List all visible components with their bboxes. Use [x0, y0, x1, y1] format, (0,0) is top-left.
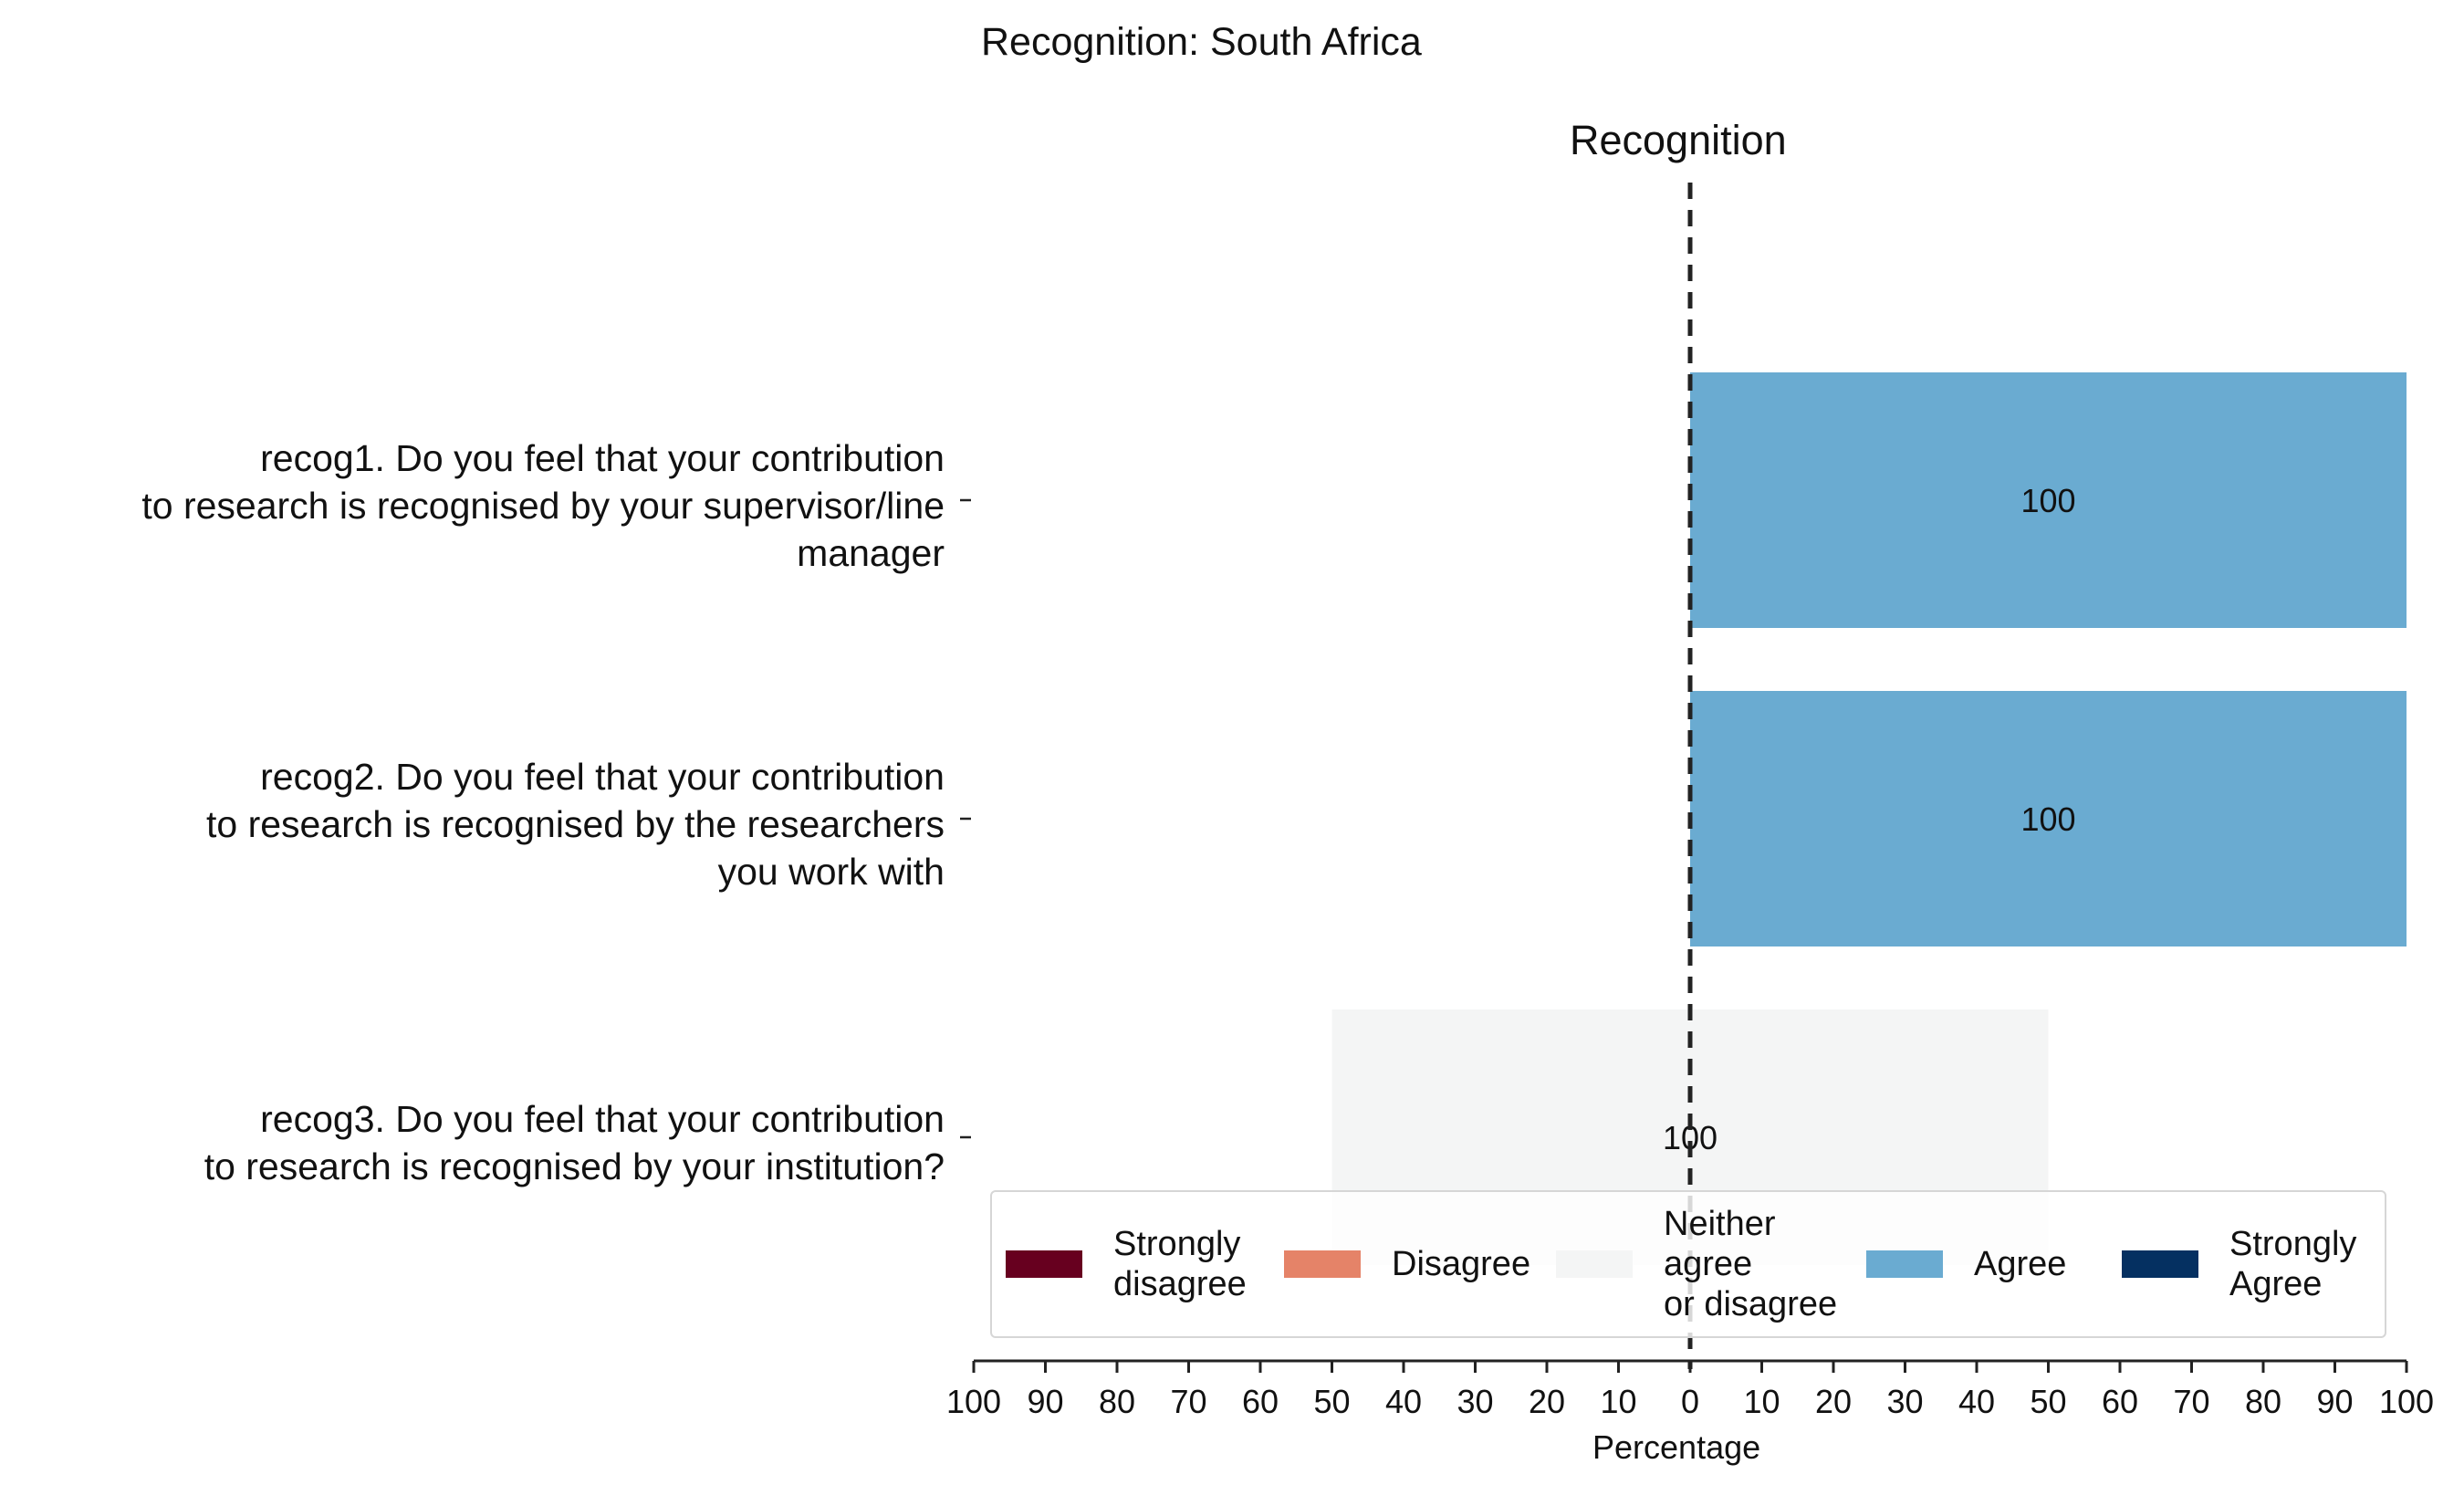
x-tick-label: 70 — [1170, 1383, 1206, 1420]
x-axis-label: Percentage — [1592, 1428, 1761, 1466]
legend-item: Neither agree or disagree — [1556, 1192, 1837, 1336]
x-tick-label: 80 — [1099, 1383, 1135, 1420]
x-tick-label: 30 — [1456, 1383, 1493, 1420]
legend-swatch — [1866, 1250, 1943, 1278]
x-tick-label: 60 — [1242, 1383, 1279, 1420]
legend-swatch — [1006, 1250, 1082, 1278]
x-tick-label: 10 — [1600, 1383, 1636, 1420]
legend-swatch — [1284, 1250, 1361, 1278]
x-tick-label: 20 — [1529, 1383, 1565, 1420]
x-tick-label: 100 — [946, 1383, 1001, 1420]
legend-item: Agree — [1866, 1192, 2066, 1336]
legend-swatch — [2122, 1250, 2198, 1278]
data-label: 100 — [2020, 482, 2075, 519]
bars-layer — [1331, 372, 2407, 1265]
data-label: 100 — [2020, 800, 2075, 838]
legend-label: Strongly disagree — [1113, 1225, 1247, 1303]
x-tick-label: 40 — [1958, 1383, 1995, 1420]
legend-item: Strongly Agree — [2122, 1192, 2356, 1336]
legend-label: Neither agree or disagree — [1664, 1205, 1838, 1323]
x-tick-label: 90 — [2316, 1383, 2353, 1420]
x-tick-label: 0 — [1681, 1383, 1699, 1420]
x-tick-label: 10 — [1743, 1383, 1780, 1420]
legend-item: Disagree — [1284, 1192, 1530, 1336]
x-tick-label: 70 — [2173, 1383, 2209, 1420]
question-label-recog2: recog2. Do you feel that your contributi… — [205, 756, 945, 893]
legend-swatch — [1556, 1250, 1633, 1278]
x-tick-label: 90 — [1027, 1383, 1063, 1420]
x-tick-label: 30 — [1886, 1383, 1923, 1420]
bar-segment — [1690, 691, 2407, 946]
legend-item: Strongly disagree — [1006, 1192, 1247, 1336]
bar-segment — [1690, 372, 2407, 628]
question-label-recog3: recog3. Do you feel that your contributi… — [204, 1098, 945, 1187]
x-tick-label: 40 — [1385, 1383, 1422, 1420]
legend-label: Disagree — [1392, 1245, 1531, 1283]
y-ticks-layer — [960, 498, 971, 1139]
x-tick-label: 50 — [1313, 1383, 1350, 1420]
x-tick-label: 50 — [2030, 1383, 2066, 1420]
x-tick-label: 100 — [2379, 1383, 2434, 1420]
x-axis: 100 90 80 70 60 50 40 30 20 10 0 10 20 30 40 50 60 70 80 90… — [946, 1359, 2434, 1420]
chart-title: Recognition: South Africa — [981, 20, 1422, 64]
legend: Strongly disagree Disagree Neither agree o… — [990, 1190, 2386, 1338]
x-tick-label: 60 — [2102, 1383, 2138, 1420]
legend-label: Strongly Agree — [2229, 1225, 2357, 1303]
legend-label: Agree — [1974, 1245, 2067, 1283]
x-tick-label: 20 — [1815, 1383, 1852, 1420]
question-label-recog1: recog1. Do you feel that your contributi… — [141, 437, 945, 574]
x-tick-label: 80 — [2245, 1383, 2281, 1420]
chart-subtitle: Recognition — [1570, 117, 1787, 163]
